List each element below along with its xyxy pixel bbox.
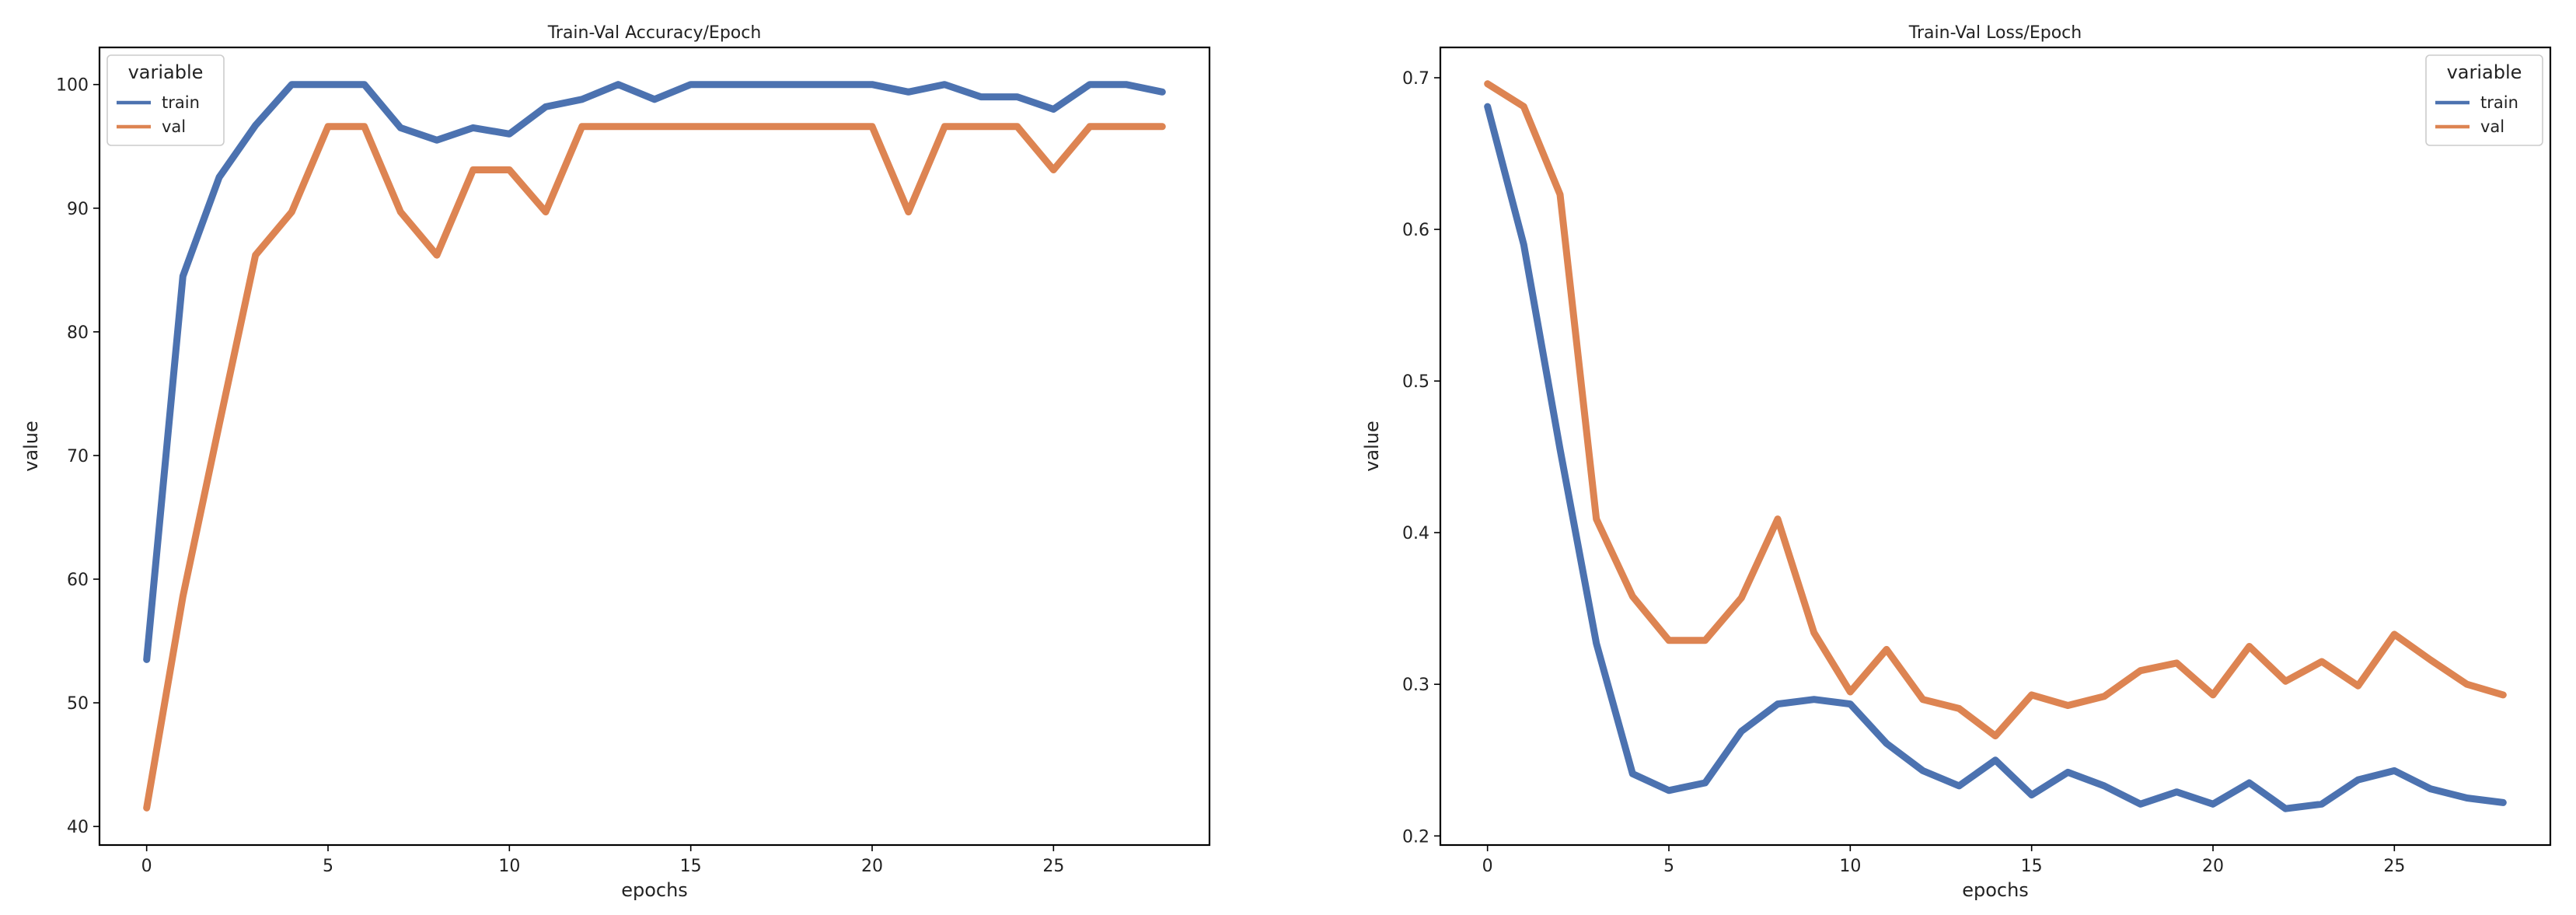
loss-y-tick-label: 0.4 [1402,524,1429,543]
loss-x-tick-label: 25 [2383,857,2405,876]
accuracy-y-tick-label: 40 [67,818,89,837]
accuracy-y-tick-label: 50 [67,694,89,714]
loss-x-tick-label: 20 [2202,857,2224,876]
accuracy-x-tick-label: 20 [861,857,883,876]
accuracy-y-tick-label: 100 [56,76,89,96]
loss-legend-label-val: val [2480,117,2504,136]
accuracy-chart-title: Train-Val Accuracy/Epoch [547,23,762,43]
loss-legend: variable train val [2425,54,2543,146]
loss-legend-title: variable [2447,61,2522,83]
loss-x-tick-label: 5 [1663,857,1674,876]
loss-legend-label-train: train [2480,93,2518,112]
accuracy-y-tick-label: 90 [67,200,89,219]
accuracy-x-tick-label: 10 [498,857,520,876]
loss-y-tick-label: 0.6 [1402,221,1429,240]
accuracy-axes-frame [98,46,1211,847]
accuracy-legend-label-train: train [162,93,200,112]
loss-axes-frame [1439,46,2552,847]
loss-y-tick-label: 0.5 [1402,372,1429,392]
accuracy-y-axis-label: value [20,421,42,472]
loss-x-axis-label: epochs [1962,879,2029,901]
accuracy-x-tick-label: 5 [323,857,333,876]
loss-y-tick-label: 0.3 [1402,676,1429,695]
loss-legend-box [2425,54,2543,146]
accuracy-x-axis-label: epochs [621,879,688,901]
loss-x-tick-label: 10 [1839,857,1861,876]
loss-val-line [1484,80,2507,740]
accuracy-legend-box [106,54,225,146]
accuracy-x-tick-label: 15 [680,857,702,876]
loss-y-tick-label: 0.2 [1402,827,1429,847]
accuracy-x-tick-label: 0 [141,857,152,876]
loss-x-tick-label: 0 [1482,857,1493,876]
accuracy-val-line [143,123,1166,812]
accuracy-train-line [143,81,1166,663]
accuracy-x-tick-label: 25 [1042,857,1064,876]
accuracy-legend-title: variable [128,61,204,83]
accuracy-y-tick-label: 80 [67,323,89,343]
loss-y-axis-label: value [1361,421,1383,472]
loss-y-tick-label: 0.7 [1402,69,1429,89]
accuracy-legend-label-val: val [162,117,186,136]
accuracy-legend: variable train val [106,54,225,146]
accuracy-y-tick-label: 60 [67,571,89,590]
loss-train-line [1484,103,2507,812]
loss-chart-title: Train-Val Loss/Epoch [1908,23,2082,43]
loss-chart: Train-Val Loss/Epoch 0 5 10 15 20 25 0.2 0.3 0.4 0… [1361,23,2552,901]
accuracy-chart: Train-Val Accuracy/Epoch 0 5 10 15 20 25 40 50 60… [20,23,1211,901]
loss-x-tick-label: 15 [2021,857,2043,876]
accuracy-y-tick-label: 70 [67,447,89,466]
